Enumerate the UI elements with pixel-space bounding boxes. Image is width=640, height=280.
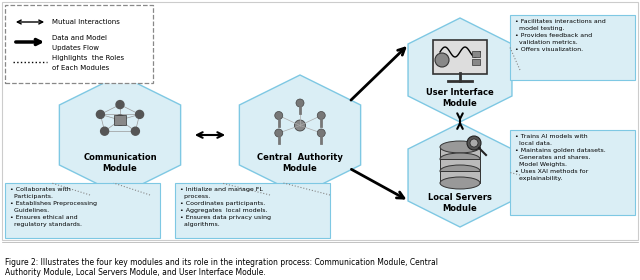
Text: Central  Authority
Module: Central Authority Module <box>257 153 343 173</box>
Circle shape <box>100 127 109 135</box>
Text: Mutual Interactions: Mutual Interactions <box>52 19 120 25</box>
Text: • Collaborates with
  Participants.
• Establishes Preprocessing
  Guidelines.
• : • Collaborates with Participants. • Esta… <box>10 187 97 227</box>
Circle shape <box>296 99 304 107</box>
Text: User Interface
Module: User Interface Module <box>426 88 494 108</box>
Circle shape <box>275 111 283 120</box>
Circle shape <box>136 110 143 118</box>
Circle shape <box>317 129 325 137</box>
Circle shape <box>116 101 124 109</box>
Ellipse shape <box>440 165 480 177</box>
Bar <box>510 130 635 215</box>
Circle shape <box>467 136 481 150</box>
Circle shape <box>275 129 283 137</box>
Polygon shape <box>239 75 360 195</box>
Text: • Facilitates interactions and
  model testing.
• Provides feedback and
  valida: • Facilitates interactions and model tes… <box>515 19 605 52</box>
Circle shape <box>317 111 325 120</box>
Ellipse shape <box>440 177 480 189</box>
Circle shape <box>115 115 125 125</box>
Text: Communication
Module: Communication Module <box>83 153 157 173</box>
Polygon shape <box>408 18 512 122</box>
Ellipse shape <box>440 153 480 165</box>
Bar <box>510 15 635 80</box>
Text: Data and Model: Data and Model <box>52 35 107 41</box>
Bar <box>472 51 480 57</box>
Text: Local Servers
Module: Local Servers Module <box>428 193 492 213</box>
Bar <box>472 59 480 65</box>
Circle shape <box>131 127 140 135</box>
Circle shape <box>97 110 104 118</box>
Text: • Trains AI models with
  local data.
• Maintains golden datasets.
  Generates a: • Trains AI models with local data. • Ma… <box>515 134 605 181</box>
Circle shape <box>294 120 305 131</box>
Bar <box>5 183 160 238</box>
Bar <box>114 115 126 125</box>
Circle shape <box>435 53 449 67</box>
Text: of Each Modules: of Each Modules <box>52 65 109 71</box>
FancyBboxPatch shape <box>433 40 487 74</box>
Bar <box>440 147 480 159</box>
Polygon shape <box>408 123 512 227</box>
Text: Updates Flow: Updates Flow <box>52 45 99 51</box>
Text: Highlights  the Roles: Highlights the Roles <box>52 55 124 61</box>
Ellipse shape <box>440 141 480 153</box>
Bar <box>175 183 330 238</box>
Polygon shape <box>60 75 180 195</box>
Bar <box>2 2 638 240</box>
Text: Authority Module, Local Servers Module, and User Interface Module.: Authority Module, Local Servers Module, … <box>5 268 266 277</box>
Bar <box>5 5 153 83</box>
Bar <box>440 171 480 183</box>
Bar <box>440 159 480 171</box>
Text: • Initialize and manage FL
  process.
• Coordinates participants.
• Aggregates  : • Initialize and manage FL process. • Co… <box>180 187 271 227</box>
Text: Figure 2: Illustrates the four key modules and its role in the integration proce: Figure 2: Illustrates the four key modul… <box>5 258 438 267</box>
Circle shape <box>470 139 478 147</box>
